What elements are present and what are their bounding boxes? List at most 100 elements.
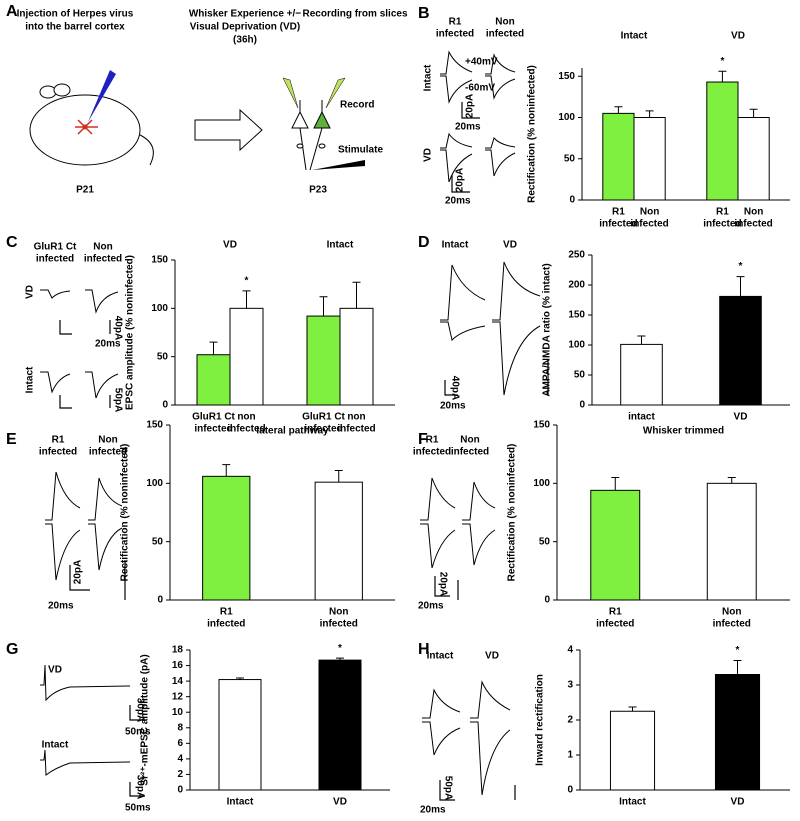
- scale-bar: [439, 780, 516, 801]
- y-tick-label: 12: [172, 691, 184, 702]
- group-label: VD: [731, 31, 745, 42]
- trace: [40, 289, 119, 314]
- y-tick-label: 100: [146, 478, 163, 489]
- panel-letter: H: [418, 641, 430, 658]
- neurons-drawing: [282, 77, 365, 171]
- x-tick-label: VD: [734, 412, 748, 423]
- y-tick-label: 50: [539, 536, 551, 547]
- trace-label: Non: [98, 435, 117, 446]
- y-tick-label: 100: [558, 112, 575, 123]
- bar: [633, 117, 666, 201]
- scale-label: 20ms: [440, 401, 466, 412]
- y-tick-label: 150: [558, 71, 575, 82]
- bar: [306, 315, 341, 406]
- y-tick-label: 100: [151, 303, 168, 314]
- x-tick-label: infected: [596, 619, 634, 630]
- step-text: Injection of Herpes virus: [17, 9, 134, 20]
- x-tick-label: GluR1 Ct: [192, 412, 235, 423]
- group-label: VD: [223, 240, 237, 251]
- y-axis-label: EPSC amplitude (% noninfected): [125, 255, 136, 410]
- scale-bar: [59, 320, 111, 335]
- y-tick-label: 250: [568, 250, 585, 261]
- error-bar: [236, 677, 244, 680]
- scale-bar: [59, 395, 111, 409]
- error-bar: [222, 464, 231, 477]
- y-tick-label: 50: [574, 370, 586, 381]
- y-tick-label: 2: [567, 715, 573, 726]
- trace-label: VD: [48, 665, 62, 676]
- scale-label: 50pA: [442, 776, 453, 800]
- x-tick-label: non: [347, 412, 365, 423]
- trace-label: Intact: [427, 651, 454, 662]
- trace-label: infected: [413, 447, 451, 458]
- scale-label: 20ms: [420, 805, 446, 816]
- scale-label: 40pA: [449, 376, 460, 400]
- bar: [202, 475, 251, 601]
- stimulate-label: Stimulate: [338, 145, 383, 156]
- step-text: Visual Deprivation (VD): [190, 22, 300, 33]
- y-tick-label: 50: [152, 536, 164, 547]
- scale-label: 20ms: [455, 122, 481, 133]
- y-tick-label: 4: [177, 754, 183, 765]
- y-tick-label: 0: [177, 785, 183, 796]
- trace-label: Non: [495, 17, 514, 28]
- scale-label: 50ms: [125, 727, 151, 738]
- error-bar: [718, 70, 727, 83]
- error-bar: [611, 477, 620, 491]
- x-tick-label: infected: [194, 424, 232, 435]
- x-tick-label: infected: [337, 424, 375, 435]
- scale-bar: [444, 360, 549, 396]
- x-tick-label: intact: [628, 412, 655, 423]
- error-bar: [334, 470, 343, 483]
- scale-label: 20ms: [48, 601, 74, 612]
- bar: [314, 481, 363, 601]
- step-text: Whisker Experience +/−: [189, 9, 301, 20]
- x-tick-label: R1: [220, 607, 233, 618]
- arrow: [194, 108, 263, 152]
- y-tick-label: 100: [533, 478, 550, 489]
- y-tick-label: 0: [157, 595, 163, 606]
- trace-label: infected: [89, 447, 127, 458]
- trace-label: Non: [460, 435, 479, 446]
- error-bar: [319, 296, 328, 317]
- y-tick-label: 6: [177, 738, 183, 749]
- significance-mark: *: [338, 643, 342, 654]
- scale-label: 50pA: [112, 388, 123, 412]
- y-tick-label: 0: [544, 595, 550, 606]
- trace: [45, 471, 123, 581]
- error-bar: [733, 660, 742, 675]
- trace-label: infected: [39, 447, 77, 458]
- y-axis-label: Inward rectification: [535, 674, 546, 766]
- error-bar: [209, 341, 218, 355]
- y-tick-label: 150: [146, 420, 163, 431]
- panel-letter: A: [6, 3, 18, 20]
- scale-label: 30pA: [134, 698, 145, 722]
- y-tick-label: 3: [567, 680, 573, 691]
- scale-bar: [434, 576, 459, 600]
- x-tick-label: Non: [722, 607, 741, 618]
- x-tick-label: Intact: [227, 797, 254, 808]
- x-tick-label: infected: [207, 619, 245, 630]
- bar: [590, 489, 641, 601]
- group-label: Intact: [327, 240, 354, 251]
- y-axis-label: Rectification (% noninfected): [527, 65, 538, 203]
- y-tick-label: 1: [567, 750, 573, 761]
- scale-label: 20ms: [445, 196, 471, 207]
- y-tick-label: 50: [157, 351, 169, 362]
- scale-label: 20ms: [418, 601, 444, 612]
- x-tick-label: VD: [333, 797, 347, 808]
- y-tick-label: 0: [579, 400, 585, 411]
- scale-label: 20pA: [73, 560, 84, 584]
- y-tick-label: 2: [177, 769, 183, 780]
- panel-letter: E: [6, 431, 17, 448]
- x-tick-label: infected: [227, 424, 265, 435]
- y-tick-label: 200: [568, 280, 585, 291]
- record-label: Record: [340, 100, 374, 111]
- bar: [318, 659, 362, 791]
- x-tick-label: infected: [599, 219, 637, 230]
- scale-bar: [129, 705, 145, 797]
- bar: [719, 295, 762, 406]
- y-tick-label: 4: [567, 645, 573, 656]
- x-tick-label: Intact: [619, 797, 646, 808]
